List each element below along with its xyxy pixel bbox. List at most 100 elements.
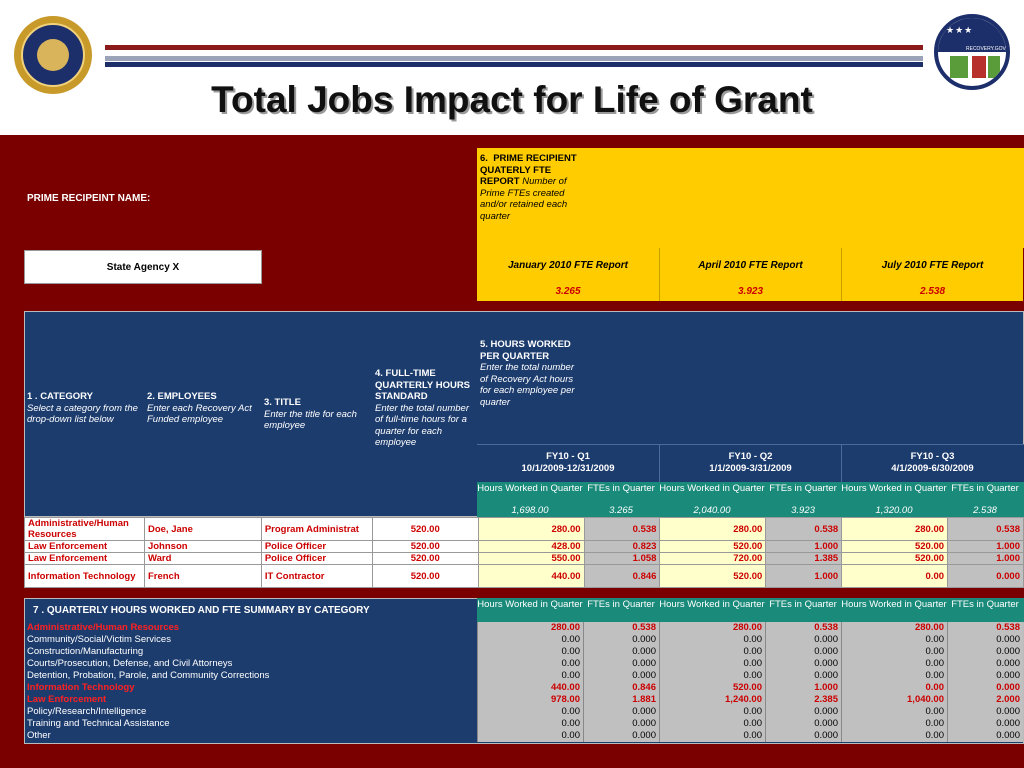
hours-q1[interactable]: 550.00 [477, 552, 585, 565]
summary-fte-cell: 0.538 [947, 622, 1023, 634]
quarter-name: FY10 - Q1 [546, 451, 590, 462]
sub-hours-q3: Hours Worked in Quarter [841, 483, 947, 494]
fte-q1: 0.538 [583, 517, 661, 541]
summary-category-label: Courts/Prosecution, Defense, and Civil A… [27, 658, 233, 669]
fte-q1: 0.846 [583, 564, 661, 588]
summary-fte-cell: 0.000 [765, 706, 841, 718]
summary-fte-cell: 0.000 [765, 718, 841, 730]
agency-name-cell[interactable]: State Agency X [24, 250, 262, 284]
header-stripe-navy [105, 62, 923, 67]
employee-standard[interactable]: 520.00 [371, 564, 479, 588]
employee-table: Administrative/Human Resources Doe, Jane… [24, 517, 1024, 588]
page-title: Total Jobs Impact for Life of Grant [211, 79, 813, 120]
col-title-header: 3. TITLE Enter the title for each employe… [264, 397, 364, 432]
summary-hours-cell: 0.00 [841, 634, 947, 646]
summary-fte-cell: 1.000 [765, 682, 841, 694]
header-stripe-gray [105, 56, 923, 61]
summary-hours-cell: 1,040.00 [841, 694, 947, 706]
hours-q3[interactable]: 520.00 [841, 552, 949, 565]
col-standard-title: 4. FULL-TIME QUARTERLY HOURS STANDARD [375, 368, 471, 402]
quarter-name: FY10 - Q2 [728, 451, 773, 462]
hours-q3[interactable]: 520.00 [841, 540, 949, 553]
fte-report-value[interactable]: 2.538 [919, 286, 946, 297]
doj-seal-logo [14, 16, 92, 94]
col-standard-desc: Enter the total number of full-time hour… [375, 402, 469, 449]
fte-report-apr: April 2010 FTE Report 3.923 [659, 248, 841, 301]
employee-category[interactable]: Law Enforcement [24, 552, 145, 565]
table-row: Administrative/Human Resources Doe, Jane… [24, 517, 1024, 541]
hours-q3[interactable]: 0.00 [841, 564, 949, 588]
section-6-num: 6. [480, 153, 488, 164]
header-stripe-white [105, 52, 923, 55]
quarter-range: 4/1/2009-6/30/2009 [891, 463, 974, 474]
hours-q2[interactable]: 280.00 [659, 517, 767, 541]
fte-q3: 1.000 [947, 540, 1024, 553]
fte-report-label: July 2010 FTE Report [881, 260, 984, 271]
employee-category[interactable]: Law Enforcement [24, 540, 145, 553]
fte-q1: 0.823 [583, 540, 661, 553]
summary-row: Community/Social/Victim Services 0.00 0.00… [24, 634, 1024, 646]
employee-category[interactable]: Information Technology [24, 564, 145, 588]
summary-fte-cell: 0.000 [583, 634, 659, 646]
employee-name[interactable]: Johnson [143, 540, 262, 553]
fte-report-value[interactable]: 3.265 [555, 286, 581, 297]
hours-q2[interactable]: 520.00 [659, 564, 767, 588]
sub-fte-q1: FTEs in Quarter [587, 483, 655, 494]
summary-subheaders: Hours Worked in Quarter FTEs in Quarter … [477, 598, 1024, 622]
hours-q2[interactable]: 720.00 [659, 552, 767, 565]
summary-fte-cell: 0.000 [765, 634, 841, 646]
table-row: Information Technology French IT Contrac… [24, 564, 1024, 588]
employee-title[interactable]: Police Officer [260, 552, 373, 565]
col-title-title: 3. TITLE [264, 397, 301, 408]
employee-title[interactable]: IT Contractor [260, 564, 373, 588]
employee-title[interactable]: Program Administrat [260, 517, 373, 541]
employee-name[interactable]: Ward [143, 552, 262, 565]
summary-hours-cell: 0.00 [477, 718, 583, 730]
summary-row: Courts/Prosecution, Defense, and Civil A… [24, 658, 1024, 670]
summary-fte-cell: 1.881 [583, 694, 659, 706]
summary-fte-cell: 0.000 [765, 658, 841, 670]
employee-name[interactable]: French [143, 564, 262, 588]
summary-hours-cell: 0.00 [841, 682, 947, 694]
total-hours-q1: 1,698.00 [511, 505, 549, 516]
employee-category[interactable]: Administrative/Human Resources [24, 517, 145, 541]
table-row: Law Enforcement Johnson Police Officer 5… [24, 540, 1024, 553]
summary-hours-cell: 0.00 [477, 646, 583, 658]
hours-q2[interactable]: 520.00 [659, 540, 767, 553]
employee-standard[interactable]: 520.00 [371, 540, 479, 553]
summary-fte-cell: 0.000 [947, 658, 1023, 670]
col-employees-desc: Enter each Recovery Act Funded employee [147, 402, 252, 426]
fte-q2: 0.538 [765, 517, 843, 541]
col-employees-header: 2. EMPLOYEES Enter each Recovery Act Fund… [147, 391, 259, 426]
employee-standard[interactable]: 520.00 [371, 517, 479, 541]
summary-fte-cell: 0.846 [583, 682, 659, 694]
hours-q1[interactable]: 428.00 [477, 540, 585, 553]
summary-hours-cell: 0.00 [659, 730, 765, 742]
hours-q1[interactable]: 440.00 [477, 564, 585, 588]
quarter-q2: FY10 - Q2 1/1/2009-3/31/2009 [659, 445, 841, 483]
summary-fte-cell: 0.000 [583, 706, 659, 718]
employee-standard[interactable]: 520.00 [371, 552, 479, 565]
sub-hours-q1: Hours Worked in Quarter [477, 483, 583, 494]
summary-fte-cell: 0.000 [765, 646, 841, 658]
sum-sub-hours-q2: Hours Worked in Quarter [659, 599, 765, 610]
fte-report-value[interactable]: 3.923 [737, 286, 764, 297]
fte-q3: 0.538 [947, 517, 1024, 541]
summary-row: Administrative/Human Resources 280.00 0.53… [24, 622, 1024, 634]
summary-hours-cell: 280.00 [477, 622, 583, 634]
total-hours-q3: 1,320.00 [875, 505, 913, 516]
summary-hours-cell: 0.00 [659, 706, 765, 718]
logo-text: RECOVERY.GOV [966, 46, 1006, 52]
employee-name[interactable]: Doe, Jane [143, 517, 262, 541]
summary-category-label: Other [27, 730, 51, 741]
summary-fte-cell: 0.000 [947, 670, 1023, 682]
summary-fte-cell: 2.000 [947, 694, 1023, 706]
hours-q1[interactable]: 280.00 [477, 517, 585, 541]
summary-fte-cell: 0.000 [947, 646, 1023, 658]
summary-hours-cell: 0.00 [841, 718, 947, 730]
summary-hours-cell: 0.00 [477, 730, 583, 742]
hours-q3[interactable]: 280.00 [841, 517, 949, 541]
summary-row: Construction/Manufacturing 0.00 0.000 0.00 0… [24, 646, 1024, 658]
employee-title[interactable]: Police Officer [260, 540, 373, 553]
summary-hours-cell: 280.00 [659, 622, 765, 634]
